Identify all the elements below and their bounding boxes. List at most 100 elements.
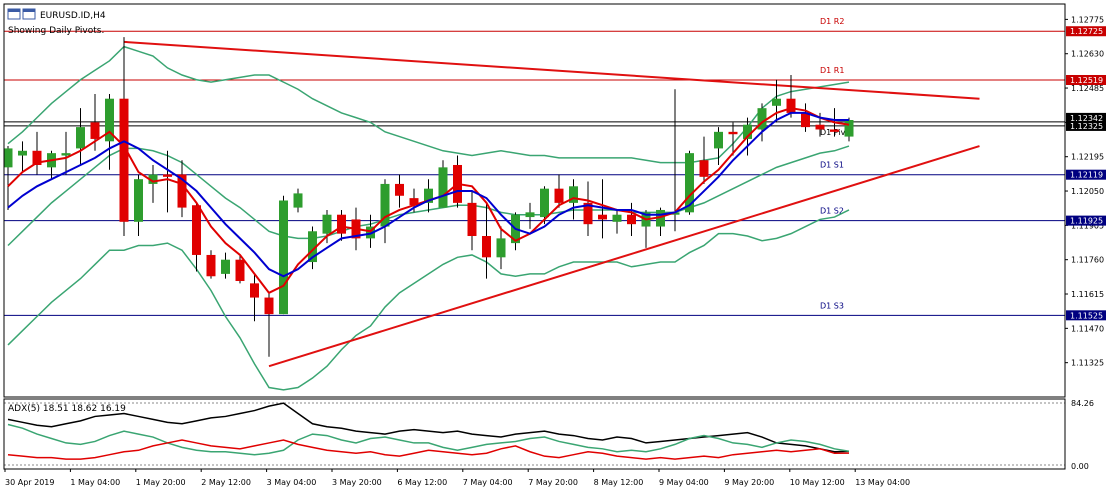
x-tick-label: 3 May 04:00 — [267, 478, 317, 487]
candle-body[interactable] — [264, 297, 274, 315]
y-tick-label: 1.12775 — [1071, 15, 1104, 24]
adx-series-line — [7, 402, 850, 453]
x-tick-label: 10 May 12:00 — [790, 478, 845, 487]
candle-body[interactable] — [728, 131, 738, 135]
y-tick-label: 1.12195 — [1071, 153, 1104, 162]
candle-body[interactable] — [61, 153, 71, 156]
candle-body[interactable] — [76, 127, 85, 149]
pivot-price-tag: 1.12325 — [1070, 122, 1103, 131]
candle-body[interactable] — [540, 188, 549, 218]
candle-body[interactable] — [3, 148, 13, 168]
candle-body[interactable] — [772, 98, 781, 106]
pivot-price-tag: 1.12519 — [1070, 76, 1103, 85]
candle-body[interactable] — [409, 198, 419, 206]
candle-body[interactable] — [322, 214, 332, 234]
pivot-price-tag-bg — [1066, 120, 1106, 131]
candle-body[interactable] — [163, 174, 172, 177]
candle-body[interactable] — [757, 108, 767, 130]
pivot-price-tag-bg — [1066, 74, 1106, 85]
trendline[interactable] — [268, 145, 980, 368]
candle-body[interactable] — [714, 131, 723, 149]
candle-body[interactable] — [525, 212, 535, 218]
candle-body[interactable] — [467, 202, 477, 237]
price-pane-frame — [3, 3, 1066, 398]
candle-body[interactable] — [32, 150, 42, 165]
candle-body[interactable] — [148, 174, 158, 184]
y-tick-label: 1.12485 — [1071, 84, 1104, 93]
y-tick-label: 1.11905 — [1071, 221, 1104, 230]
y-tick-label: 1.12630 — [1071, 50, 1104, 59]
x-tick-label: 2 May 12:00 — [201, 478, 251, 487]
adx-indicator-pane[interactable] — [4, 402, 1065, 466]
adx-bottom-tick-label: 0.00 — [1071, 462, 1089, 471]
candle-body[interactable] — [438, 167, 448, 208]
candle-body[interactable] — [250, 283, 259, 298]
y-tick-label: 1.11615 — [1071, 290, 1104, 299]
x-tick-label: 9 May 20:00 — [724, 478, 774, 487]
candle-body[interactable] — [105, 98, 114, 142]
pivot-price-tag: 1.11525 — [1070, 311, 1103, 320]
candle-body[interactable] — [685, 153, 694, 213]
x-tick-label: 6 May 12:00 — [397, 478, 447, 487]
pivot-label: D1 S1 — [820, 161, 844, 170]
candle-body[interactable] — [627, 214, 636, 225]
candle-body[interactable] — [830, 129, 839, 132]
candle-body[interactable] — [554, 188, 564, 203]
adx-pane-frame — [3, 398, 1066, 470]
candle-body[interactable] — [192, 205, 201, 255]
pivot-price-tag: 1.12119 — [1070, 171, 1103, 180]
candle-body[interactable] — [134, 179, 143, 222]
candle-body[interactable] — [293, 193, 303, 208]
x-tick-label: 9 May 04:00 — [659, 478, 709, 487]
candle-body[interactable] — [815, 124, 825, 130]
candle-body[interactable] — [177, 174, 187, 208]
candle-body[interactable] — [670, 212, 680, 215]
candle-body[interactable] — [380, 183, 390, 227]
x-tick-label: 13 May 04:00 — [855, 478, 910, 487]
candle-body[interactable] — [598, 214, 607, 220]
current-price-tag-bg — [1066, 112, 1106, 123]
adx-label: ADX(5) 18.51 18.62 16.19 — [8, 404, 126, 414]
candle-body[interactable] — [235, 259, 245, 281]
pivot-label: D1 S3 — [820, 301, 844, 310]
candle-body[interactable] — [337, 214, 346, 234]
pivot-price-tag-bg — [1066, 26, 1106, 37]
candle-body[interactable] — [583, 202, 593, 225]
candle-body[interactable] — [279, 200, 288, 315]
symbol-title: EURUSD.ID,H4 — [40, 11, 106, 21]
pivot-label: D1 R1 — [820, 66, 844, 75]
candle-body[interactable] — [612, 214, 622, 222]
adx-top-tick-label: 84.26 — [1071, 399, 1094, 408]
chart-type-icon-bar — [23, 9, 35, 12]
candle-body[interactable] — [424, 188, 433, 203]
pivot-price-tag: 1.12725 — [1070, 27, 1103, 36]
pivot-label: D1 Pivot — [820, 128, 853, 137]
candle-body[interactable] — [656, 209, 665, 227]
candle-body[interactable] — [90, 122, 100, 139]
candle-body[interactable] — [844, 120, 854, 137]
candle-body[interactable] — [18, 150, 27, 156]
candle-body[interactable] — [366, 226, 375, 239]
candle-body[interactable] — [743, 124, 752, 139]
current-price-tag: 1.12342 — [1070, 114, 1103, 123]
candle-body[interactable] — [482, 236, 491, 258]
candle-body[interactable] — [119, 98, 129, 222]
y-tick-label: 1.11325 — [1071, 359, 1104, 368]
candle-body[interactable] — [221, 259, 230, 274]
candle-body[interactable] — [801, 112, 810, 128]
candle-body[interactable] — [395, 183, 404, 196]
candle-body[interactable] — [786, 98, 796, 113]
adx-series-line — [7, 423, 850, 456]
y-tick-label: 1.11760 — [1071, 256, 1104, 265]
candle-body[interactable] — [496, 238, 506, 258]
ma-blue-line — [7, 111, 849, 278]
x-tick-label: 30 Apr 2019 — [5, 478, 54, 487]
trendline[interactable] — [123, 40, 980, 100]
candle-body[interactable] — [569, 186, 578, 203]
candle-body[interactable] — [206, 254, 216, 277]
main-chart-pane[interactable]: D1 R2 D1 R1 D1 Pivot D1 S1 D1 S2 D1 S3 — [3, 17, 1066, 391]
candle-body[interactable] — [308, 231, 317, 263]
pivot-price-tag: 1.11925 — [1070, 217, 1103, 226]
candle-body[interactable] — [699, 160, 709, 177]
